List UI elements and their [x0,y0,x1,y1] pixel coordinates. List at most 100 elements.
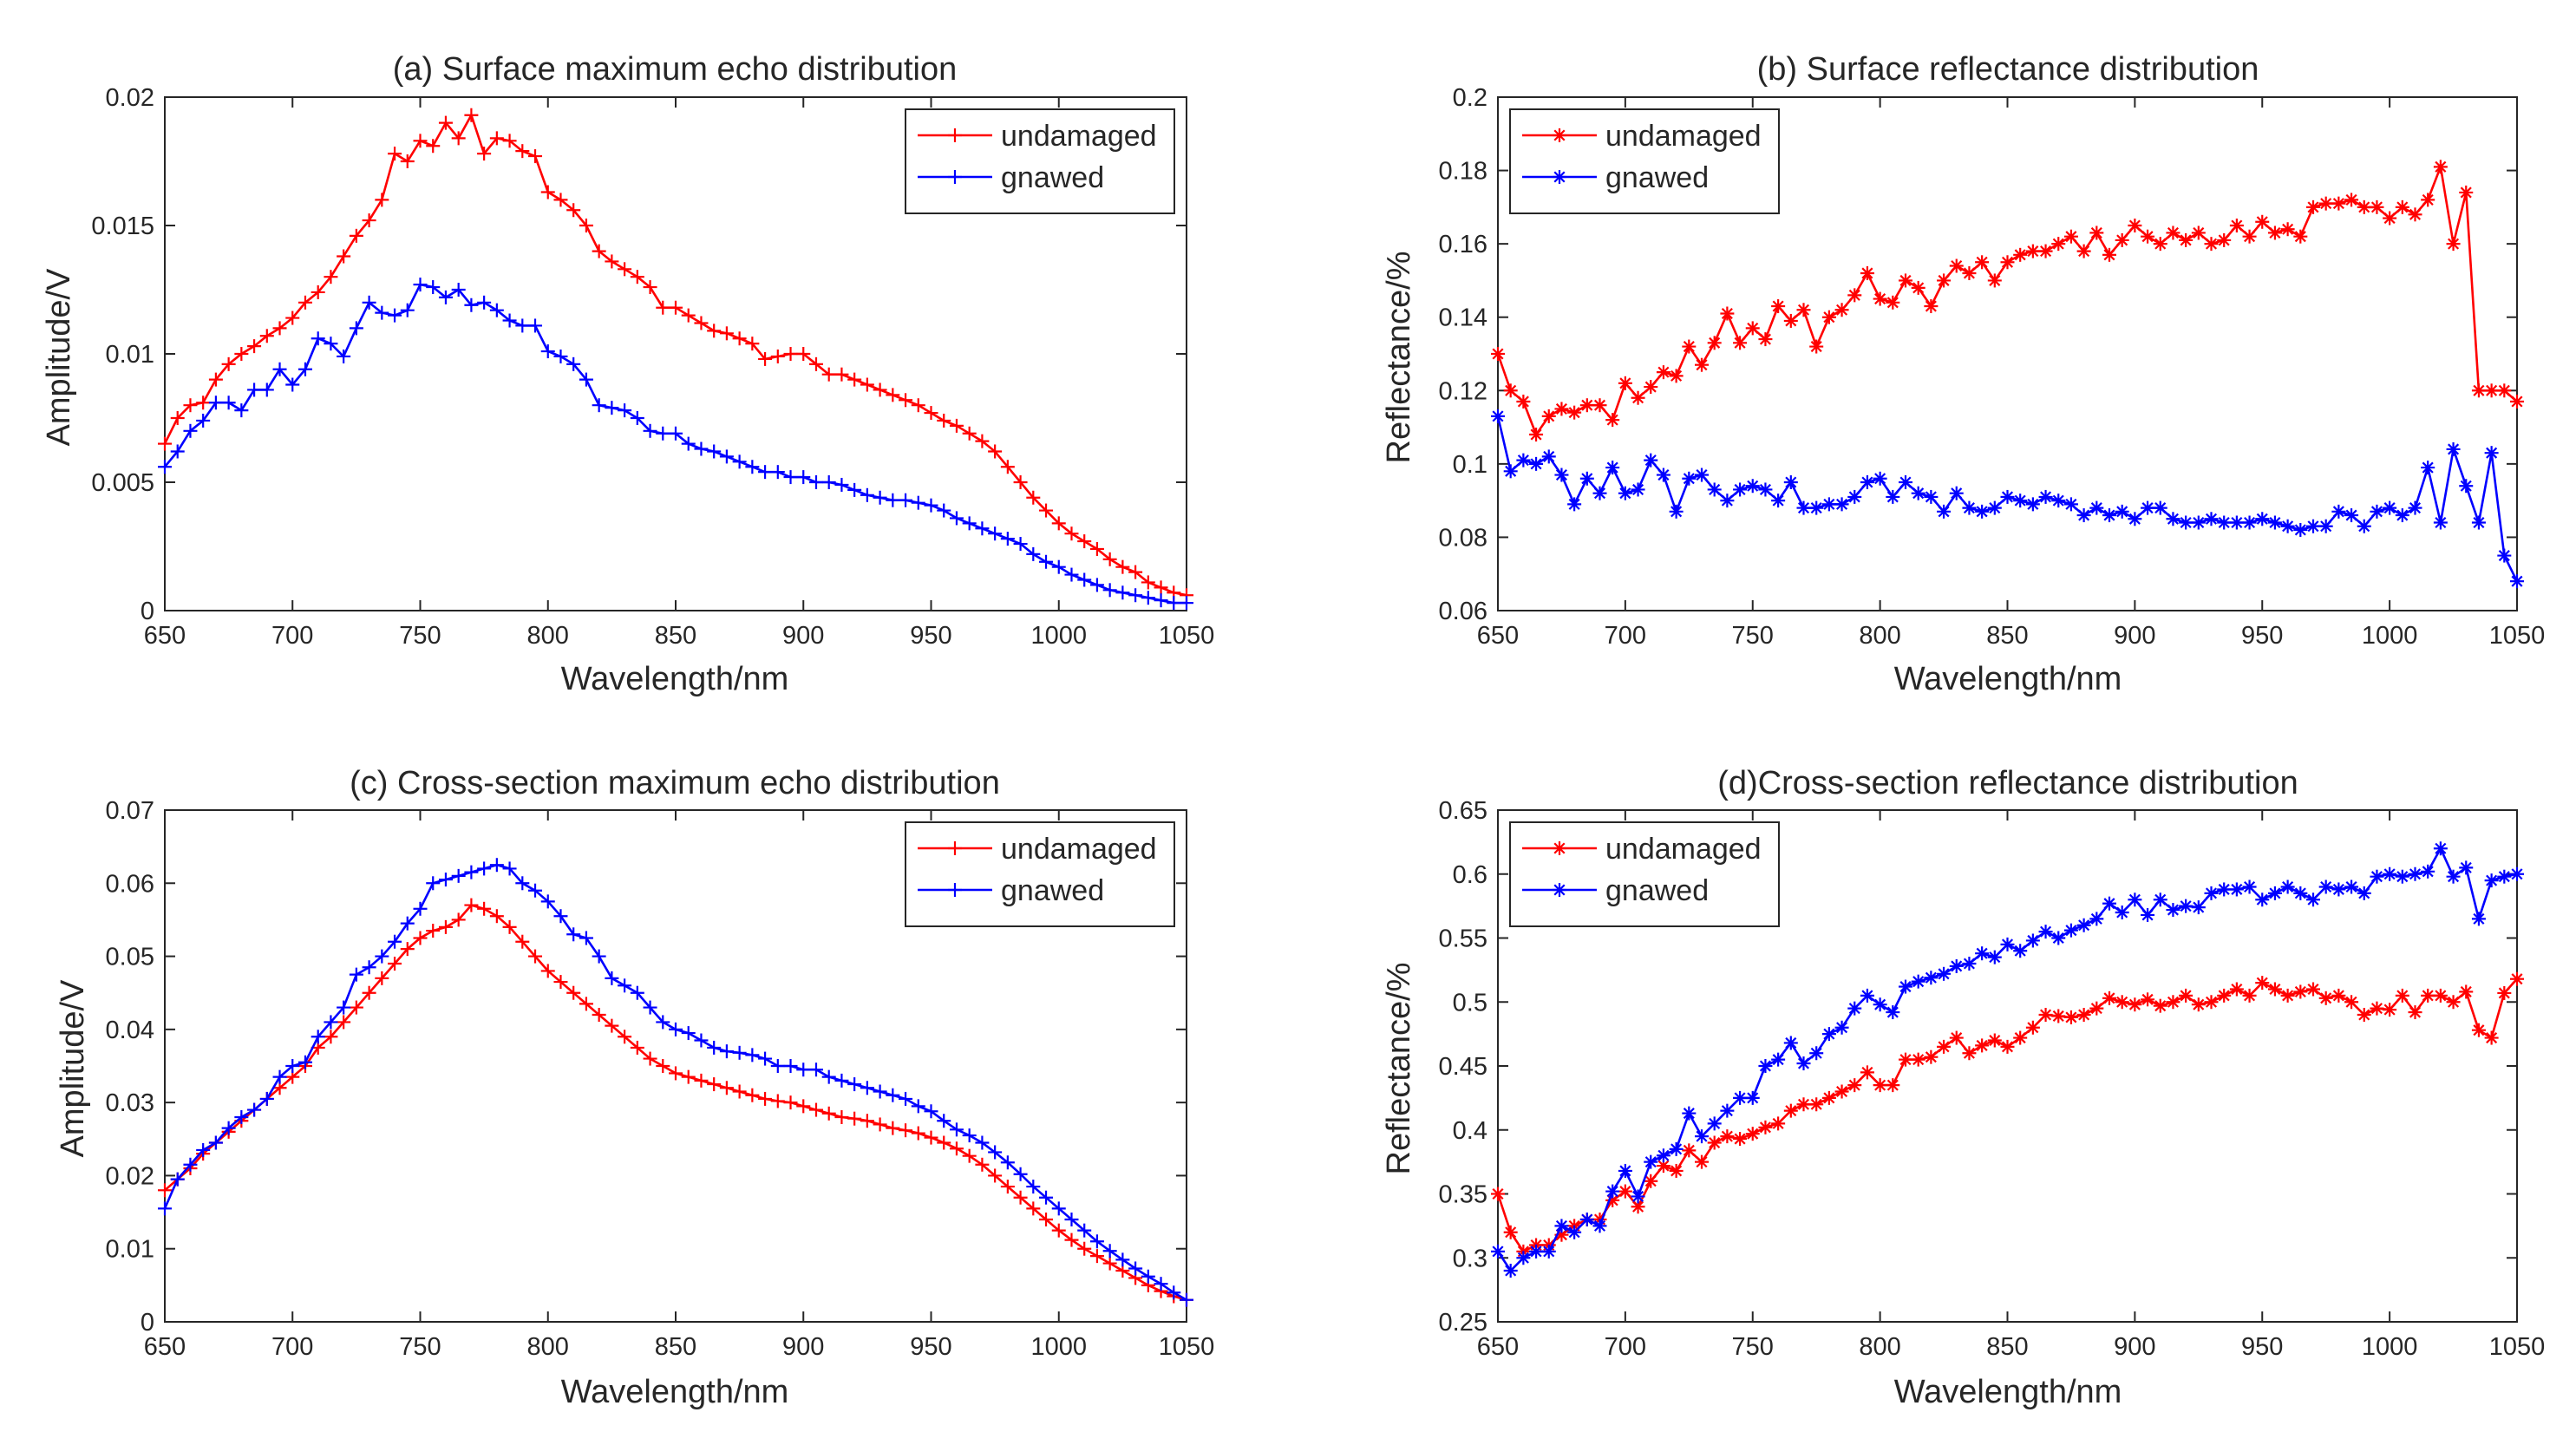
panel-c-point-undamaged [528,949,543,964]
panel-d-point-undamaged [2306,982,2320,997]
panel-c-point-undamaged [1013,1190,1028,1205]
panel-b-point-undamaged [1758,332,1773,347]
panel-d-point-gnawed [2013,944,2028,958]
panel-b-point-undamaged [2128,219,2142,232]
panel-d-point-gnawed [1886,1005,1900,1020]
panel-d-point-undamaged [2459,984,2474,999]
panel-a-point-undamaged [783,347,798,361]
panel-c-point-undamaged [1026,1201,1041,1216]
panel-d-point-gnawed [2433,841,2448,856]
panel-d-point-gnawed [1949,958,1964,973]
panel-a-point-gnawed [592,398,606,413]
panel-d-point-undamaged [2344,995,2359,1010]
panel-a-point-undamaged [808,356,823,371]
panel-a-point-undamaged [208,372,223,387]
panel-d-point-undamaged [2510,971,2524,986]
panel-c-point-gnawed [745,1048,760,1062]
panel-a-point-undamaged [873,382,887,397]
panel-d-point-gnawed [1529,1244,1544,1259]
panel-d-xtick-label: 950 [2241,1333,2283,1361]
panel-c-point-undamaged [796,1099,811,1114]
panel-a-point-gnawed [579,372,593,387]
panel-c-xtick-label: 700 [271,1333,313,1361]
panel-d-point-gnawed [2063,923,2078,938]
panel-a-point-gnawed [349,321,363,336]
panel-a-point-gnawed [605,401,619,415]
panel-d-point-undamaged [1491,1187,1505,1201]
panel-c-point-undamaged [873,1117,887,1132]
panel-a-point-undamaged [1026,490,1041,505]
panel-c-point-undamaged [579,997,593,1011]
panel-a-point-gnawed [847,482,862,497]
panel-d-xtick-label: 750 [1732,1333,1774,1361]
panel-c-point-undamaged [158,1183,172,1198]
panel-a-point-undamaged [259,329,274,343]
panel-a-point-undamaged [502,134,517,148]
panel-b-point-undamaged [2204,237,2219,252]
panel-d-point-gnawed [1834,1020,1849,1035]
panel-b-point-gnawed [1592,486,1607,500]
panel-d-point-undamaged [2089,1001,2104,1016]
panel-d-point-undamaged [1771,1116,1786,1131]
panel-c-point-undamaged [656,1059,670,1073]
panel-a-xtick-label: 1000 [1030,622,1087,650]
panel-a-point-undamaged [477,147,492,161]
panel-c-point-undamaged [438,919,453,934]
panel-d-point-undamaged [1682,1143,1697,1158]
panel-b-point-undamaged [1618,376,1632,390]
panel-a-point-undamaged [656,300,670,315]
panel-b-title: (b) Surface reflectance distribution [1757,51,2259,88]
panel-c-point-gnawed [1077,1223,1092,1238]
panel-c-point-gnawed [1026,1180,1041,1194]
panel-a-point-undamaged [592,244,606,258]
panel-c-point-undamaged [847,1111,862,1126]
panel-b-point-gnawed [1924,489,1939,504]
panel-b-ytick-label: 0.12 [1439,377,1487,405]
panel-c-point-gnawed [911,1099,925,1114]
panel-c-point-gnawed [170,1172,185,1187]
panel-a-point-gnawed [962,516,977,531]
panel-d: (d)Cross-section reflectance distributio… [1381,765,2545,1410]
panel-d-point-undamaged [1821,1090,1836,1105]
panel-b-point-gnawed [2255,512,2270,526]
panel-c-point-undamaged [489,909,504,924]
panel-d-point-gnawed [1695,1129,1709,1144]
panel-a-point-gnawed [464,298,479,312]
panel-b-point-gnawed [2153,500,2167,515]
panel-c-point-undamaged [860,1114,874,1128]
panel-a-point-gnawed [311,331,325,346]
panel-b-point-undamaged [2408,207,2422,222]
panel-c-point-undamaged [388,957,402,971]
panel-c-point-gnawed [618,978,632,993]
panel-d-point-gnawed [2318,879,2333,894]
panel-d-point-gnawed [1847,1001,1862,1016]
panel-a-point-undamaged [1102,552,1117,566]
panel-c-point-undamaged [911,1126,925,1141]
panel-c-point-undamaged [515,934,530,949]
panel-b-point-undamaged [1631,390,1645,405]
panel-b-point-undamaged [2357,199,2371,214]
panel-c-point-gnawed [656,1015,670,1030]
panel-b-point-undamaged [2242,229,2257,244]
panel-a-point-undamaged [400,154,415,168]
panel-b-point-undamaged [2344,193,2359,207]
panel-c-point-undamaged [899,1123,913,1138]
panel-b-point-undamaged [2255,214,2270,229]
panel-a-point-undamaged [540,185,555,199]
panel-b-ytick-label: 0.2 [1453,84,1487,112]
panel-a-point-undamaged [796,347,811,361]
panel-d-point-undamaged [2267,982,2282,997]
panel-a-point-gnawed [196,413,211,428]
panel-a-point-undamaged [1064,526,1079,541]
panel-b-point-undamaged [2471,383,2486,398]
panel-a-point-gnawed [400,303,415,317]
panel-a-point-gnawed [821,475,836,489]
panel-c-point-gnawed [796,1062,811,1077]
panel-c-point-undamaged [808,1102,823,1117]
panel-a-point-undamaged [681,308,696,323]
panel-c-point-gnawed [860,1081,874,1095]
panel-a-point-gnawed [208,396,223,410]
panel-a-point-undamaged [860,377,874,392]
panel-d-point-undamaged [2076,1008,2091,1022]
